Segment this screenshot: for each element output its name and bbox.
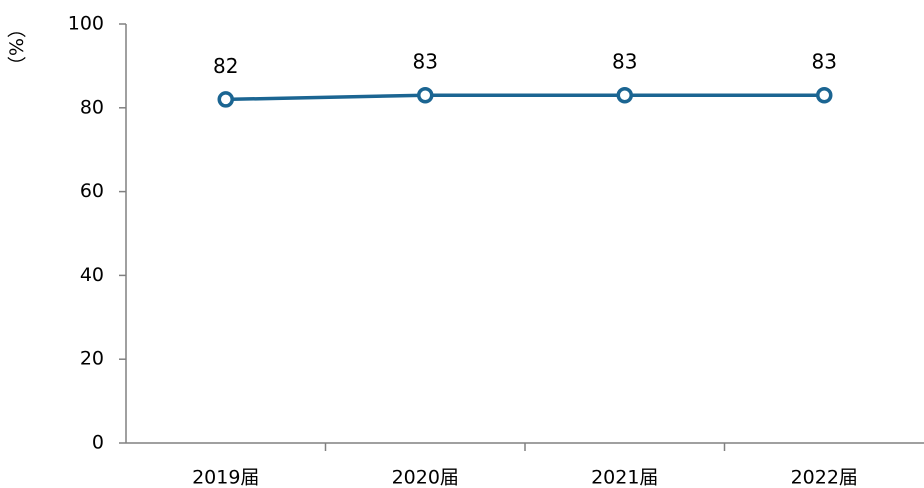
data-point-marker xyxy=(217,91,234,108)
x-category-label: 2021届 xyxy=(591,467,658,488)
y-tick-label: 20 xyxy=(80,348,104,370)
data-label: 82 xyxy=(213,54,238,78)
y-tick-label: 100 xyxy=(68,13,104,35)
data-label: 83 xyxy=(612,50,637,74)
y-tick-label: 60 xyxy=(80,180,104,202)
data-label: 83 xyxy=(812,50,837,74)
y-tick-label: 80 xyxy=(80,96,104,118)
data-point-marker xyxy=(816,86,833,104)
series xyxy=(217,86,833,108)
y-tick-label: 0 xyxy=(92,432,104,454)
series-line xyxy=(225,93,825,102)
data-point-marker xyxy=(616,86,633,104)
data-point-marker xyxy=(417,86,434,104)
y-tick-label: 40 xyxy=(80,264,104,286)
x-category-label: 2019届 xyxy=(192,467,259,488)
data-label: 83 xyxy=(413,50,438,74)
y-axis: 0 20 40 60 80 100 xyxy=(68,13,127,454)
x-category-label: 2022届 xyxy=(791,467,858,488)
x-category-label: 2020届 xyxy=(392,467,459,488)
data-labels: 82 83 83 83 xyxy=(213,50,837,78)
x-axis: 2019届 2020届 2021届 2022届 xyxy=(126,442,924,488)
y-axis-unit-label: （%） xyxy=(5,19,27,75)
